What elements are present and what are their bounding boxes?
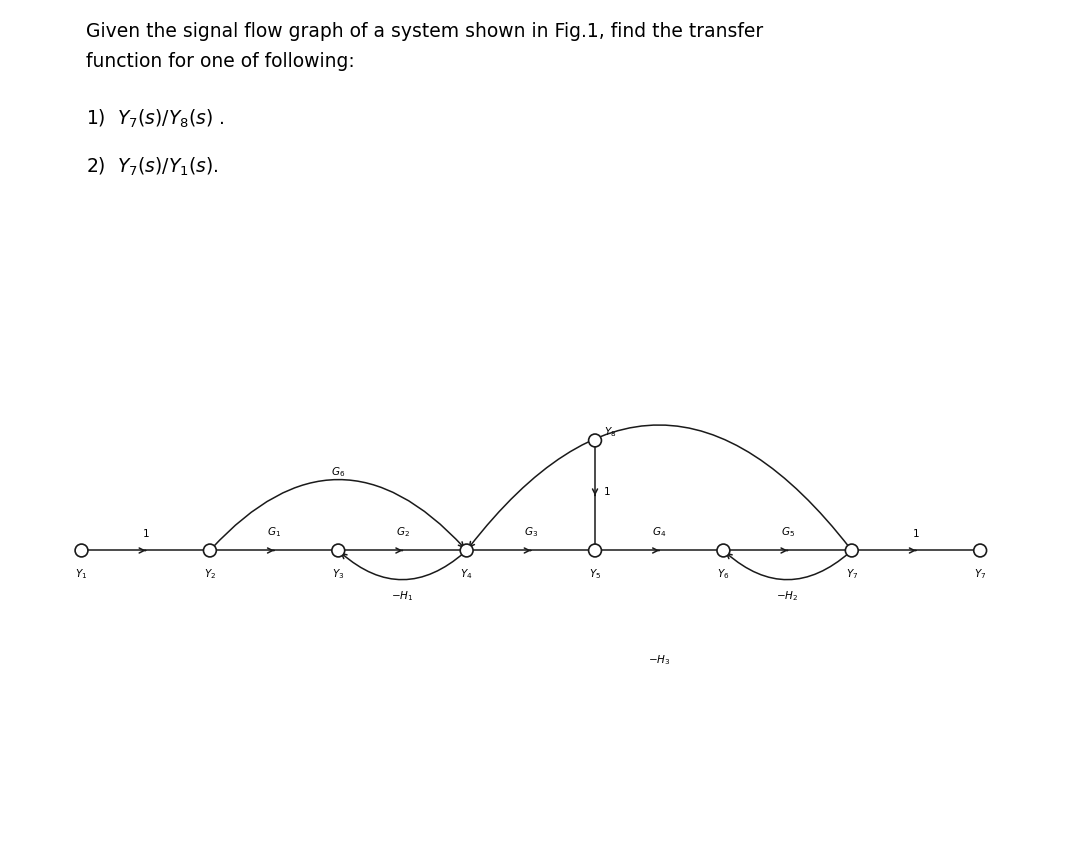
Text: $G_3$: $G_3$ [524,524,538,538]
Text: $Y_4$: $Y_4$ [460,567,473,581]
Circle shape [203,544,216,557]
FancyArrowPatch shape [341,552,464,580]
Circle shape [717,544,730,557]
Text: $G_5$: $G_5$ [781,524,795,538]
Text: $G_2$: $G_2$ [395,524,409,538]
Text: 2)  $Y_7(s)/Y_1(s)$.: 2) $Y_7(s)/Y_1(s)$. [86,156,219,178]
Text: $1$: $1$ [604,485,611,497]
Circle shape [846,544,859,557]
FancyArrowPatch shape [212,480,463,549]
Circle shape [589,434,602,447]
Text: $G_6$: $G_6$ [332,465,346,479]
Text: Given the signal flow graph of a system shown in Fig.1, find the transfer: Given the signal flow graph of a system … [86,22,764,41]
Text: $Y_5$: $Y_5$ [589,567,602,581]
Circle shape [974,544,986,557]
Circle shape [460,544,473,557]
FancyArrowPatch shape [727,552,850,580]
Circle shape [76,544,87,557]
Text: $-H_3$: $-H_3$ [648,653,671,667]
Circle shape [332,544,345,557]
Text: $1$: $1$ [913,526,920,538]
Text: $-H_2$: $-H_2$ [777,589,799,603]
Text: $G_1$: $G_1$ [267,524,281,538]
Text: $Y_1$: $Y_1$ [76,567,87,581]
Text: $Y_8$: $Y_8$ [604,425,617,439]
Text: $Y_7$: $Y_7$ [846,567,858,581]
FancyArrowPatch shape [470,425,850,549]
Text: $-H_1$: $-H_1$ [391,589,414,603]
Text: $Y_7$: $Y_7$ [974,567,986,581]
Text: function for one of following:: function for one of following: [86,52,355,71]
Text: 1)  $Y_7(s)/Y_8(s)$ .: 1) $Y_7(s)/Y_8(s)$ . [86,108,226,130]
Circle shape [589,544,602,557]
Text: $Y_3$: $Y_3$ [332,567,345,581]
Text: $G_4$: $G_4$ [652,524,666,538]
Text: $1$: $1$ [141,526,149,538]
Text: $Y_6$: $Y_6$ [717,567,730,581]
Text: $Y_2$: $Y_2$ [204,567,216,581]
